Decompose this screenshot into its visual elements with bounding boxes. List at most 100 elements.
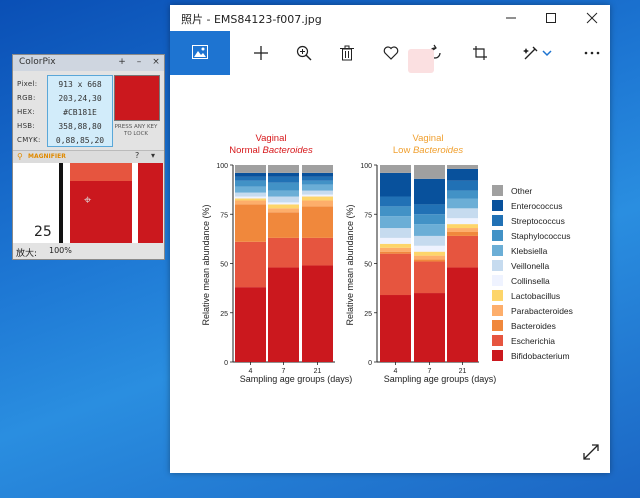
image-icon	[192, 45, 208, 59]
chevron-down-icon	[542, 50, 552, 57]
bar-veillonella-4	[235, 192, 266, 197]
crosshair-icon: ⌖	[84, 193, 92, 208]
hsb-value[interactable]: 358,88,80	[58, 122, 102, 131]
help-button[interactable]: ?	[135, 151, 140, 160]
pin-button[interactable]: +	[118, 57, 126, 67]
bar-bacteroides-7	[268, 212, 299, 238]
minimize-icon[interactable]	[488, 5, 534, 31]
panel1-title-italic: Bacteroides	[263, 145, 313, 156]
edit-dropdown[interactable]	[540, 39, 554, 67]
panel2-title-italic: Bacteroides	[413, 145, 463, 156]
cmyk-value[interactable]: 0,88,85,20	[55, 136, 105, 145]
magnified-axis-line	[59, 163, 63, 243]
magnified-next-bar	[138, 163, 163, 243]
bar-streptococcus-7	[268, 176, 299, 183]
figure-svg: Vaginal Normal Bacteroides Vaginal Low B…	[201, 133, 573, 384]
panel1-ytick-label: 0	[224, 360, 228, 367]
bar-enterococcus-7	[414, 178, 445, 205]
panel2-xtick-label: 4	[394, 368, 398, 375]
bar-parabacteroides-21	[302, 200, 333, 207]
colorpix-titlebar[interactable]: ColorPix + – ×	[13, 55, 164, 71]
rgb-label: RGB:	[17, 94, 36, 102]
minimize-button[interactable]: –	[136, 57, 142, 67]
panel2-ytick-label: 50	[364, 262, 372, 269]
delete-button[interactable]	[333, 39, 361, 67]
panel1-ytick-label: 25	[220, 311, 228, 318]
edit-button[interactable]	[517, 39, 545, 67]
photos-window: 照片 - EMS84123-f007.jpg	[170, 5, 610, 473]
bar-klebsiella-7	[414, 224, 445, 236]
bar-enterococcus-21	[302, 172, 333, 177]
photos-title: 照片 - EMS84123-f007.jpg	[181, 13, 322, 26]
bar-other-7	[414, 165, 445, 179]
bar-streptococcus-4	[235, 176, 266, 181]
magnified-escherichia	[70, 163, 132, 181]
zoom-in-icon	[296, 45, 312, 61]
zoom-bar[interactable]: 放大: 100%	[13, 244, 164, 259]
bar-bifidobacterium-21	[302, 265, 333, 362]
legend-swatch-bacteroides	[492, 320, 503, 331]
zoom-in-button[interactable]	[290, 39, 318, 67]
crop-button[interactable]	[466, 39, 494, 67]
legend-swatch-bifidobacterium	[492, 350, 503, 361]
bar-bacteroides-4	[235, 204, 266, 242]
magnifier-icon: ⚲	[17, 152, 23, 161]
color-swatch	[114, 75, 160, 121]
panel1-ylabel: Relative mean abundance (%)	[201, 204, 211, 325]
bar-klebsiella-21	[447, 198, 478, 209]
favorite-button[interactable]	[377, 39, 405, 67]
bar-lactobacillus-7	[268, 204, 299, 209]
bar-bacteroides-7	[414, 259, 445, 262]
legend-label-klebsiella: Klebsiella	[511, 246, 548, 256]
add-button[interactable]	[247, 39, 275, 67]
bar-collinsella-4	[380, 237, 411, 244]
bar-streptococcus-7	[414, 204, 445, 215]
bar-veillonella-7	[414, 235, 445, 246]
zoom-value[interactable]: 100%	[49, 246, 72, 255]
magnifier-view: 25 ⌖	[13, 163, 163, 243]
bar-bacteroides-21	[302, 206, 333, 238]
close-button[interactable]: ×	[152, 57, 160, 67]
legend-swatch-streptococcus	[492, 215, 503, 226]
more-button[interactable]	[578, 39, 606, 67]
fullscreen-icon[interactable]	[582, 443, 600, 461]
bar-bifidobacterium-21	[447, 267, 478, 362]
bar-lactobacillus-4	[380, 243, 411, 248]
bar-bifidobacterium-7	[414, 293, 445, 362]
legend-label-escherichia: Escherichia	[511, 336, 555, 346]
color-values-panel[interactable]: 913 x 668 203,24,30 #CB181E 358,88,80 0,…	[47, 75, 113, 147]
bar-enterococcus-21	[447, 168, 478, 181]
edit-icon	[523, 46, 538, 60]
close-icon[interactable]	[569, 5, 615, 31]
panel2-ytick-label: 75	[364, 212, 372, 219]
image-view-button[interactable]	[170, 31, 230, 75]
heart-icon	[383, 46, 399, 60]
bar-bifidobacterium-4	[380, 295, 411, 362]
legend-swatch-parabacteroides	[492, 305, 503, 316]
bar-veillonella-7	[268, 196, 299, 203]
panel1-ytick-label: 75	[220, 212, 228, 219]
legend-label-enterococcus: Enterococcus	[511, 201, 563, 211]
colorpix-title: ColorPix	[19, 57, 56, 67]
hex-value[interactable]: #CB181E	[63, 108, 97, 117]
photos-titlebar[interactable]: 照片 - EMS84123-f007.jpg	[170, 5, 610, 31]
bar-staphylococcus-4	[235, 180, 266, 187]
maximize-icon[interactable]	[528, 5, 574, 31]
panel1-xtick-label: 4	[249, 368, 253, 375]
chevron-down-icon[interactable]: ▾	[151, 151, 156, 160]
bar-enterococcus-4	[380, 172, 411, 197]
bar-collinsella-7	[414, 245, 445, 252]
bar-escherichia-7	[268, 237, 299, 268]
pixel-value[interactable]: 913 x 668	[58, 80, 102, 89]
bar-other-21	[302, 165, 333, 173]
rgb-value[interactable]: 203,24,30	[58, 94, 102, 103]
panel2-title-line1: Vaginal	[413, 133, 444, 144]
bar-bifidobacterium-4	[235, 287, 266, 362]
legend-label-bacteroides: Bacteroides	[511, 321, 556, 331]
bar-klebsiella-21	[302, 184, 333, 191]
panel2-ytick-label: 0	[368, 360, 372, 367]
legend-swatch-escherichia	[492, 335, 503, 346]
bar-bacteroides-21	[447, 231, 478, 236]
bar-bifidobacterium-7	[268, 267, 299, 362]
pixel-label: Pixel:	[17, 80, 38, 88]
